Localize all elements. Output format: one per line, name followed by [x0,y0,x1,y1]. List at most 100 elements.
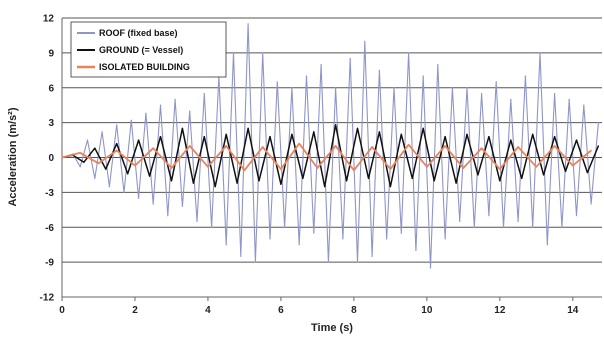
y-tick-labels: 12 9 6 3 0 -3 -6 -9 -12 [40,14,55,304]
series-0-point-8 [123,191,125,193]
series-1-point-48 [586,172,589,174]
series-0-point-5 [101,131,103,133]
series-1-point-2 [83,161,85,163]
series-2-point-17 [371,146,373,148]
series-0-point-23 [232,52,235,54]
series-1-point-27 [356,127,359,129]
y-tick-label-0: 12 [43,14,55,25]
series-0-point-55 [466,87,468,89]
series-0-point-41 [364,40,366,42]
series-0-point-10 [138,197,140,199]
series-0-point-32 [298,244,300,246]
series-1-point-37 [466,133,468,135]
series-2-point-24 [499,168,501,170]
series-0-point-22 [225,244,227,246]
series-2-point-8 [207,166,209,168]
x-tick-label-4: 8 [351,305,357,316]
series-1-point-29 [378,131,380,133]
series-0-point-6 [108,186,110,188]
series-0-point-7 [116,124,118,126]
series-1-point-8 [149,175,151,177]
series-0-point-16 [181,205,183,207]
series-1-point-40 [499,180,501,182]
series-1-point-31 [400,133,402,135]
legend-box [70,21,227,78]
series-2-point-1 [79,152,81,154]
series-1-point-44 [543,174,545,176]
series-1-point-16 [236,182,238,184]
series-0-point-4 [94,177,96,179]
series-2-point-26 [535,166,537,168]
series-0-point-67 [554,93,556,95]
series-2-point-16 [353,169,355,171]
series-1-point-43 [532,133,534,135]
series-1-point-12 [192,182,194,184]
series-1-point-39 [488,136,490,138]
series-0-point-62 [517,220,519,222]
series-1-point-41 [510,139,512,141]
series-1-point-6 [127,173,129,175]
series-0-point-44 [386,238,388,240]
series-0-point-28 [269,238,271,240]
series-1-point-7 [138,139,140,141]
series-1-point-3 [94,147,96,149]
series-2-point-12 [280,168,282,170]
y-tick-label-7: -9 [45,258,54,269]
series-0-point-68 [561,226,563,228]
series-1-point-35 [444,136,446,138]
series-2-point-14 [316,167,318,169]
series-1-point-42 [521,177,523,179]
series-1-point-45 [554,136,556,138]
series-2-point-2 [97,162,100,164]
series-0-point-50 [429,267,432,269]
series-0-point-71 [583,104,585,106]
series-1-point-13 [203,136,205,138]
legend-label-isolated: ISOLATED BUILDING [99,62,190,72]
series-2-point-0 [61,156,63,159]
series-line-1 [61,124,600,188]
series-0-point-59 [495,81,497,83]
series-0-point-66 [546,244,548,246]
y-tick-label-1: 9 [48,48,54,59]
series-0-point-15 [174,98,176,100]
series-1-point-20 [280,183,282,185]
series-0-point-3 [86,139,89,141]
series-1-point-34 [433,180,435,182]
series-1-point-24 [324,186,326,188]
series-0-point-48 [415,249,417,252]
series-2-point-18 [389,168,391,170]
series-2-point-29 [590,149,592,152]
series-0-point-43 [378,69,380,71]
series-2-point-4 [134,165,136,167]
series-2-point-3 [116,149,118,152]
series-1-point-46 [564,170,567,172]
series-2-point-7 [189,145,191,147]
series-0-point-34 [313,232,315,234]
series-0-point-24 [240,255,242,257]
series-0-point-60 [502,226,505,228]
series-1-point-18 [258,180,260,182]
y-tick-label-3: 3 [48,118,54,129]
series-0-point-46 [400,232,402,234]
x-tick-label-0: 0 [59,305,65,316]
series-layer [61,23,600,269]
series-1-point-14 [214,186,216,188]
series-line-2 [61,142,592,172]
series-0-point-2 [79,166,81,168]
series-2-point-19 [408,144,410,146]
legend: ROOF (fixed base) GROUND (= Vessel) ISOL… [70,21,227,78]
series-0-point-52 [444,238,446,240]
series-0-point-69 [568,98,570,100]
y-axis-title: Acceleration (m/s²) [7,107,19,206]
series-0-point-45 [393,87,395,89]
series-0-point-14 [167,215,169,217]
series-1-point-5 [116,143,118,145]
series-1-point-38 [477,174,479,176]
x-tick-label-7: 14 [567,305,579,316]
series-1-point-32 [411,177,413,179]
series-0-point-12 [152,203,154,205]
series-0-point-47 [408,52,410,54]
series-1-point-28 [367,177,370,179]
x-tick-label-1: 2 [132,305,138,316]
